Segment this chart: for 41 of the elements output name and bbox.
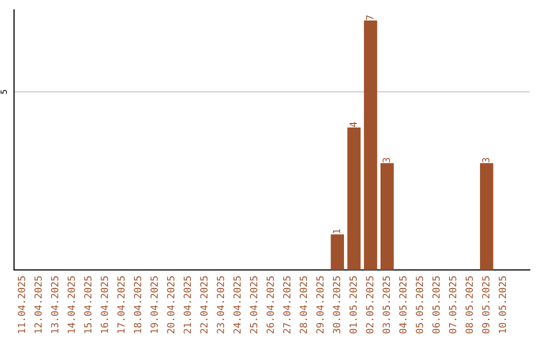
x-tick-label: 30.04.2025 <box>332 276 340 334</box>
x-tick-label: 28.04.2025 <box>300 276 308 334</box>
x-tick-label: 20.04.2025 <box>167 276 174 334</box>
data-label: 3 <box>382 158 390 162</box>
x-tick-label: 17.04.2025 <box>117 276 125 333</box>
bar <box>364 20 378 270</box>
bar <box>480 163 494 270</box>
x-tick-label: 04.05.2025 <box>399 276 407 334</box>
x-tick-label: 09.05.2025 <box>482 276 490 334</box>
x-tick-label: 18.04.2025 <box>134 276 142 333</box>
x-tick-label: 15.04.2025 <box>84 276 92 333</box>
x-tick-label: 05.05.2025 <box>416 276 424 334</box>
bar <box>380 163 394 270</box>
bar <box>347 127 361 270</box>
x-tick-label: 07.05.2025 <box>448 276 456 334</box>
x-tick-label: 24.04.2025 <box>233 276 241 334</box>
x-tick-label: 22.04.2025 <box>200 276 208 334</box>
x-tick-label: 11.04.2025 <box>18 276 26 333</box>
x-tick-label: 16.04.2025 <box>100 276 108 333</box>
x-tick-label: 26.04.2025 <box>266 276 274 334</box>
data-label: 7 <box>366 15 374 20</box>
x-tick-label: 02.05.2025 <box>366 276 374 334</box>
x-tick-label: 13.04.2025 <box>50 276 58 333</box>
x-tick-label: 21.04.2025 <box>184 276 191 334</box>
data-label: 3 <box>482 158 490 162</box>
x-tick-label: 08.05.2025 <box>466 276 473 334</box>
x-tick-label: 25.04.2025 <box>250 276 258 334</box>
x-tick-label: 12.04.2025 <box>34 276 42 333</box>
ref-line-label: 5 <box>0 90 7 94</box>
x-tick-label: 23.04.2025 <box>216 276 224 334</box>
x-tick-label: 29.04.2025 <box>316 276 324 334</box>
x-tick-label: 27.04.2025 <box>283 276 290 334</box>
x-tick-label: 03.05.2025 <box>382 276 390 334</box>
x-tick-label: 19.04.2025 <box>150 276 158 333</box>
bar <box>330 234 344 270</box>
data-label: 4 <box>350 122 357 127</box>
data-label: 1 <box>333 229 340 234</box>
x-tick-label: 14.04.2025 <box>68 276 75 333</box>
x-tick-label: 01.05.2025 <box>349 276 357 334</box>
x-tick-label: 10.05.2025 <box>498 276 506 333</box>
x-tick-label: 06.05.2025 <box>432 276 440 334</box>
